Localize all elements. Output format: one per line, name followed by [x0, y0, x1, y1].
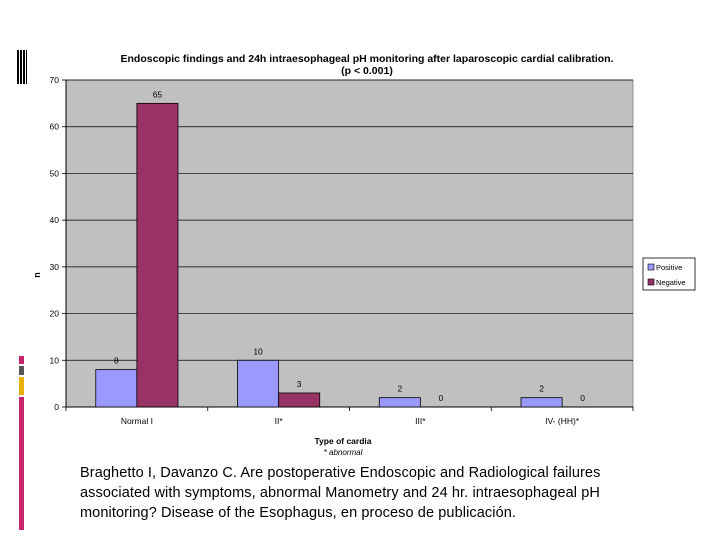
data-label-positive-1: 10 [253, 346, 263, 356]
x-tick-label-0: Normal I [121, 416, 153, 426]
chart-title: Endoscopic findings and 24h intraesophag… [120, 53, 613, 65]
chart-subtitle: (p < 0.001) [341, 65, 393, 77]
data-label-positive-3: 2 [539, 384, 544, 394]
citation-line-1: Braghetto I, Davanzo C. Are postoperativ… [80, 465, 601, 481]
bar-positive-2 [378, 397, 421, 408]
citation-line-2: associated with symptoms, abnormal Manom… [80, 485, 600, 501]
data-label-positive-2: 2 [397, 384, 402, 394]
data-label-negative-1: 3 [297, 379, 302, 389]
data-label-negative-0: 65 [153, 89, 163, 99]
y-axis-label: n [32, 272, 42, 278]
bar-positive-3 [520, 397, 563, 408]
y-tick-label-0: 0 [54, 402, 59, 412]
y-tick-label-70: 70 [50, 75, 60, 85]
x-tick-label-3: IV- (HH)* [545, 416, 580, 426]
y-tick-label-10: 10 [50, 355, 60, 365]
bar-negative-1 [278, 392, 321, 408]
left-accent-bar [19, 356, 24, 530]
y-tick-label-40: 40 [50, 215, 60, 225]
data-label-negative-2: 0 [439, 393, 444, 403]
x-tick-label-1: II* [275, 416, 284, 426]
legend-swatch-negative [647, 278, 655, 286]
legend-label-positive: Positive [656, 263, 682, 272]
bar-positive-1 [237, 359, 280, 408]
corner-stripes-icon [17, 50, 27, 84]
citation-line-3: monitoring? Disease of the Esophagus, en… [80, 505, 517, 521]
x-tick-label-2: III* [415, 416, 426, 426]
legend-swatch-positive [647, 263, 655, 271]
y-tick-label-50: 50 [50, 168, 60, 178]
legend: Positive Negative [642, 257, 696, 291]
bar-negative-0 [136, 102, 179, 408]
data-label-negative-3: 0 [580, 393, 585, 403]
y-tick-label-20: 20 [50, 309, 60, 319]
citation-caption: Braghetto I, Davanzo C. Are postoperativ… [80, 463, 700, 523]
y-tick-label-30: 30 [50, 262, 60, 272]
data-label-positive-0: 8 [114, 356, 119, 366]
legend-label-negative: Negative [656, 278, 686, 287]
bar-positive-0 [95, 369, 138, 408]
x-axis-note: * abnormal [324, 448, 363, 457]
y-tick-label-60: 60 [50, 122, 60, 132]
x-axis-label: Type of cardia [315, 436, 372, 446]
